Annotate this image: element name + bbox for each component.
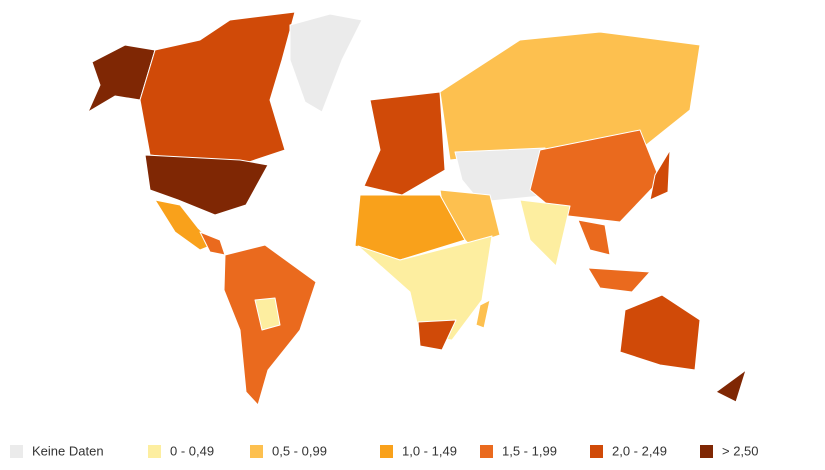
legend-label: 0 - 0,49 (170, 443, 214, 458)
legend-swatch (700, 445, 713, 458)
legend: Keine Daten 0 - 0,49 0,5 - 0,99 1,0 - 1,49 1… (10, 443, 759, 458)
alaska (87, 44, 156, 113)
south-africa (417, 319, 457, 351)
legend-swatch (480, 445, 493, 458)
japan (649, 149, 671, 201)
legend-swatch (10, 445, 23, 458)
madagascar (475, 299, 491, 329)
legend-label: 1,0 - 1,49 (402, 443, 457, 458)
legend-label: 1,5 - 1,99 (502, 443, 557, 458)
europe (363, 91, 446, 196)
legend-label: > 2,50 (722, 443, 759, 458)
indonesia (587, 267, 651, 293)
china (529, 129, 661, 223)
countries (87, 11, 747, 406)
paraguay (254, 297, 281, 331)
usa (144, 154, 269, 216)
greenland (289, 13, 363, 113)
sub-saharan-africa (357, 235, 493, 341)
legend-swatch (148, 445, 161, 458)
new-zealand (715, 369, 747, 403)
legend-label: 0,5 - 0,99 (272, 443, 327, 458)
australia (619, 294, 701, 371)
legend-label: Keine Daten (32, 443, 104, 458)
legend-swatch (250, 445, 263, 458)
canada (139, 11, 296, 166)
legend-swatch (590, 445, 603, 458)
central-asia (454, 147, 553, 203)
legend-swatch (380, 445, 393, 458)
north-africa (354, 194, 466, 261)
legend-label: 2,0 - 2,49 (612, 443, 667, 458)
russia (439, 31, 701, 161)
southeast-asia (577, 219, 611, 256)
india (519, 199, 571, 267)
